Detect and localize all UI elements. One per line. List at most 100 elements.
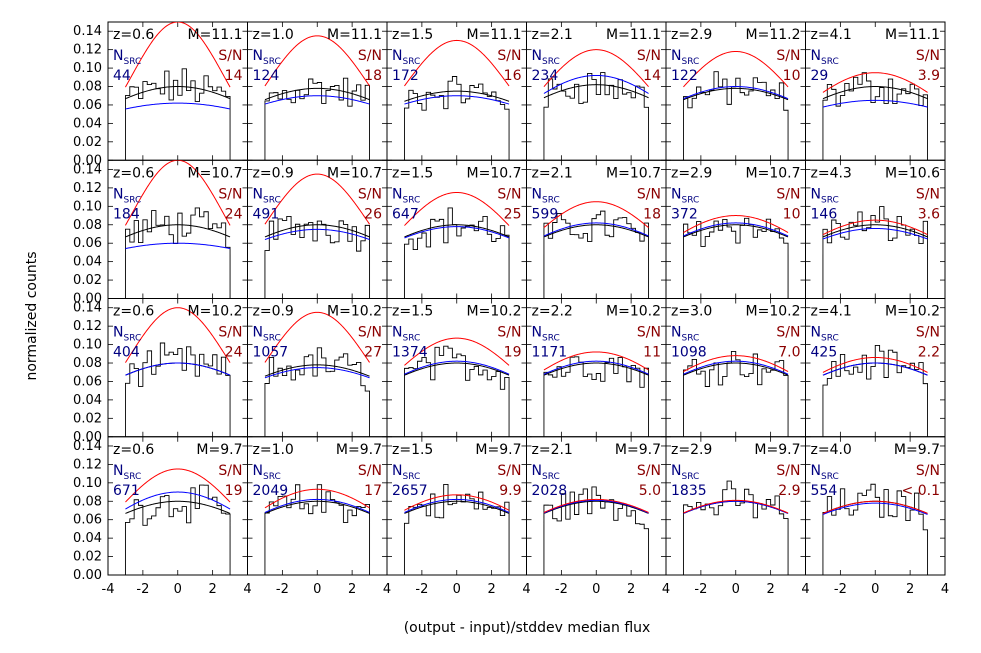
redshift-label: z=2.9 — [671, 165, 712, 181]
expected-curve — [125, 468, 231, 503]
sn-label: S/N — [916, 48, 940, 64]
redshift-label: z=0.6 — [113, 304, 154, 320]
y-tick-label: 0.00 — [73, 153, 102, 168]
panel-plot-area — [682, 350, 789, 437]
sn-label: S/N — [358, 48, 382, 64]
sn-label: S/N — [497, 48, 521, 64]
expected-curve — [125, 22, 231, 88]
x-tick-label: 2 — [766, 582, 774, 597]
blue-model-curve — [683, 222, 789, 237]
mass-label: M=10.2 — [327, 304, 382, 320]
panel-plot-area — [682, 480, 789, 575]
nsrc-subscript: SRC — [542, 195, 560, 205]
x-tick-label: 4 — [801, 582, 809, 597]
redshift-label: z=1.0 — [253, 27, 294, 43]
nsrc-subscript: SRC — [263, 334, 281, 344]
histogram — [264, 77, 371, 161]
nsrc-subscript: SRC — [821, 195, 839, 205]
panel-plot-area — [403, 337, 510, 437]
mass-label: M=10.7 — [746, 165, 801, 181]
y-tick-label: 0.10 — [73, 338, 102, 353]
sn-label: S/N — [218, 463, 242, 479]
nsrc-subscript: SRC — [263, 472, 281, 482]
gaussian-fit-curve — [264, 500, 370, 514]
nsrc-subscript: SRC — [402, 472, 420, 482]
gaussian-fit-curve — [683, 87, 789, 101]
x-tick-label: 0 — [871, 582, 879, 597]
mass-label: M=10.7 — [188, 165, 243, 181]
blue-model-curve — [822, 502, 928, 515]
redshift-label: z=2.9 — [671, 27, 712, 43]
y-tick-label: 0.08 — [73, 494, 102, 509]
panel-plot-area — [264, 173, 371, 299]
redshift-label: z=1.5 — [392, 165, 433, 181]
blue-model-curve — [125, 491, 231, 510]
nsrc-label: NSRC — [671, 325, 699, 344]
x-tick-label: 0 — [592, 582, 600, 597]
redshift-label: z=2.1 — [532, 165, 573, 181]
blue-model-curve — [125, 242, 231, 250]
redshift-label: z=0.6 — [113, 165, 154, 181]
y-tick-label: 0.12 — [73, 457, 102, 472]
redshift-label: z=4.1 — [811, 304, 852, 320]
panel: z=1.0 M=11.1 NSRC S/N 124 18 — [247, 21, 388, 161]
blue-model-curve — [404, 360, 510, 375]
redshift-label: z=0.6 — [113, 442, 154, 458]
sn-label: S/N — [218, 325, 242, 341]
mass-label: M=9.7 — [894, 442, 940, 458]
mass-label: M=10.7 — [327, 165, 382, 181]
x-tick-label: -2 — [694, 582, 707, 597]
nsrc-value: 404 — [113, 345, 140, 361]
sn-value: 24 — [225, 345, 243, 361]
nsrc-value: 1171 — [532, 345, 568, 361]
panel-plot-area — [822, 72, 929, 161]
nsrc-label: NSRC — [253, 325, 281, 344]
sn-value: 9.9 — [499, 483, 521, 499]
blue-model-curve — [404, 95, 510, 105]
y-tick-label: 0.06 — [73, 513, 102, 528]
nsrc-value: 44 — [113, 68, 131, 84]
expected-curve — [543, 498, 649, 513]
blue-model-curve — [543, 74, 649, 94]
sn-value: 19 — [504, 345, 522, 361]
blue-model-curve — [683, 500, 789, 514]
y-tick-label: 0.02 — [73, 411, 102, 426]
nsrc-value: 184 — [113, 206, 140, 222]
nsrc-value: 1098 — [671, 345, 707, 361]
nsrc-subscript: SRC — [402, 57, 420, 67]
panel-plot-area — [264, 311, 371, 437]
gaussian-fit-curve — [822, 224, 928, 238]
panel: z=1.0 M=9.7 NSRC S/N 2049 17 — [247, 436, 388, 576]
blue-model-curve — [404, 498, 510, 513]
nsrc-label: NSRC — [113, 186, 141, 205]
nsrc-subscript: SRC — [681, 195, 699, 205]
panel: z=2.2 M=10.2 NSRC S/N 1171 11 — [526, 298, 667, 438]
panel-plot-area — [543, 486, 650, 575]
y-tick-label: 0.02 — [73, 550, 102, 565]
blue-model-curve — [822, 99, 928, 108]
y-tick-label: 0.12 — [73, 181, 102, 196]
nsrc-label: NSRC — [253, 186, 281, 205]
nsrc-value: 29 — [811, 68, 829, 84]
x-tick-label: -2 — [136, 582, 149, 597]
nsrc-label: NSRC — [392, 48, 420, 67]
blue-model-curve — [125, 102, 231, 110]
gaussian-fit-curve — [543, 500, 649, 514]
x-tick-label: 4 — [522, 582, 530, 597]
panel-plot-area — [682, 215, 789, 299]
nsrc-value: 2028 — [532, 483, 568, 499]
y-tick-label: 0.04 — [73, 255, 102, 270]
expected-curve — [822, 219, 928, 236]
nsrc-value: 647 — [392, 206, 419, 222]
gaussian-fit-curve — [125, 224, 231, 238]
expected-curve — [264, 173, 370, 225]
sn-value: 18 — [643, 206, 661, 222]
histogram — [403, 345, 510, 437]
nsrc-subscript: SRC — [263, 195, 281, 205]
x-tick-label: 4 — [662, 582, 670, 597]
nsrc-label: NSRC — [532, 186, 560, 205]
redshift-label: z=1.0 — [253, 442, 294, 458]
nsrc-value: 234 — [532, 68, 559, 84]
nsrc-value: 2049 — [253, 483, 289, 499]
